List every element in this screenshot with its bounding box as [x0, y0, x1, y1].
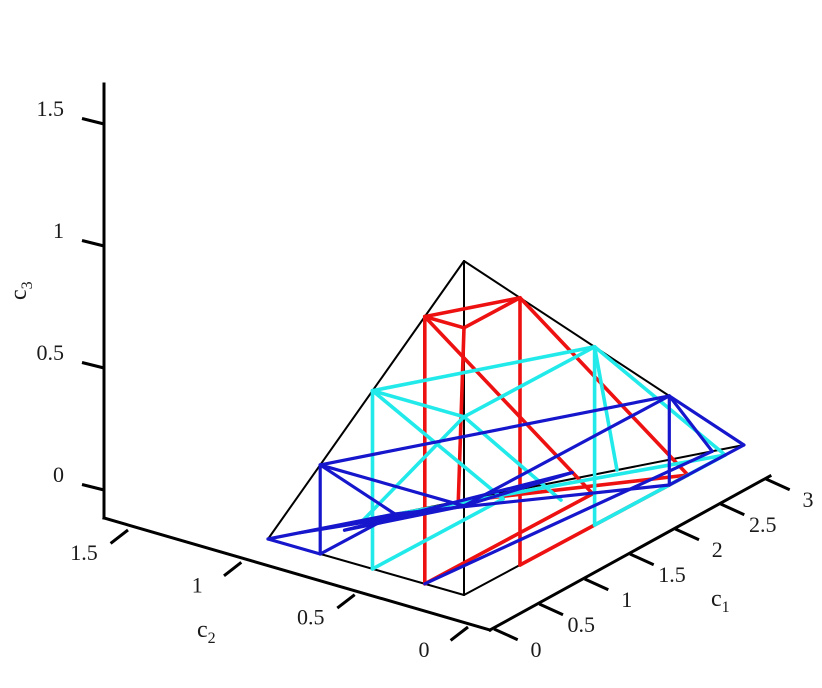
blue-edge — [667, 443, 746, 487]
x-axis-subscript: 1 — [722, 599, 730, 616]
z-axis-tick-label: 1.5 — [37, 96, 65, 121]
x-axis-tick — [674, 527, 700, 542]
y-axis-tick-label: 1 — [192, 572, 203, 597]
x-axis-tick — [584, 577, 609, 592]
blue-edge — [423, 449, 714, 586]
ticks-layer: 0 0.5 1 1.5 2 2.5 3 0 0.5 1 1.5 0 0.5 1 1.5 — [37, 96, 814, 662]
x-axis-tick-label: 2 — [712, 537, 723, 562]
red-edge — [422, 295, 522, 319]
x-axis-title: c1 — [711, 586, 730, 616]
x-axis-symbol: c — [711, 586, 722, 612]
blue-edge — [393, 483, 671, 516]
blue-edge — [318, 463, 397, 516]
blue-edge — [667, 394, 714, 453]
red-edge — [462, 295, 522, 330]
red-edge — [422, 314, 595, 496]
z-axis-tick-label: 0 — [53, 462, 64, 487]
z-axis-tick-label: 1 — [53, 218, 64, 243]
y-axis-title: c2 — [197, 617, 216, 647]
blue-edge — [266, 537, 322, 556]
red-edge — [518, 295, 690, 477]
blue-edge — [462, 394, 671, 508]
wireframe-layer — [266, 260, 746, 596]
z-axis-tick — [81, 483, 105, 492]
y-axis-line — [102, 516, 492, 632]
blue-edge — [342, 471, 574, 532]
blue-edge — [318, 463, 466, 508]
red-edge — [422, 314, 466, 330]
x-axis-tick — [765, 477, 791, 492]
y-axis-tick-label: 0 — [419, 637, 430, 662]
y-axis-tick — [449, 625, 469, 642]
cyan-edge — [370, 388, 466, 419]
blue-edge — [667, 394, 746, 447]
x-axis-tick-label: 0.5 — [568, 612, 596, 637]
z-axis-subscript: 3 — [19, 281, 36, 289]
x-axis-tick-label: 2.5 — [749, 512, 777, 537]
x-axis-tick-label: 3 — [803, 487, 814, 512]
x-axis-tick-label: 1 — [621, 587, 632, 612]
cyan-edge — [370, 388, 505, 501]
x-axis-tick — [720, 502, 745, 517]
x-axis-tick-label: 1.5 — [658, 562, 686, 587]
x-axis-tick — [629, 552, 655, 567]
y-axis-subscript: 2 — [208, 630, 216, 647]
y-axis-tick — [109, 528, 129, 545]
z-axis-symbol: c — [6, 289, 32, 300]
z-axis-tick — [81, 239, 105, 248]
y-axis-tick — [336, 593, 356, 610]
x-axis-line — [487, 473, 773, 633]
x-axis-tick — [538, 602, 564, 617]
cyan-edge — [370, 497, 505, 571]
z-axis-tick-label: 0.5 — [37, 340, 65, 365]
series-blue — [266, 394, 746, 586]
x-axis-tick-label: 0 — [531, 637, 542, 662]
z-axis-tick — [81, 117, 105, 126]
outer-edge — [267, 260, 465, 540]
blue-edge — [266, 512, 397, 541]
cyan-edge — [370, 344, 597, 393]
blue-edge — [318, 394, 671, 467]
red-edge — [422, 491, 595, 586]
y-axis-symbol: c — [197, 617, 208, 643]
z-axis-title: c3 — [6, 281, 36, 300]
y-axis-tick — [223, 561, 243, 577]
y-axis-tick-label: 1.5 — [70, 540, 98, 565]
axes-layer — [102, 82, 773, 633]
cyan-edge — [462, 344, 597, 419]
y-axis-tick-label: 0.5 — [297, 605, 325, 630]
x-axis-tick — [493, 627, 519, 642]
z-axis-tick — [81, 361, 105, 370]
